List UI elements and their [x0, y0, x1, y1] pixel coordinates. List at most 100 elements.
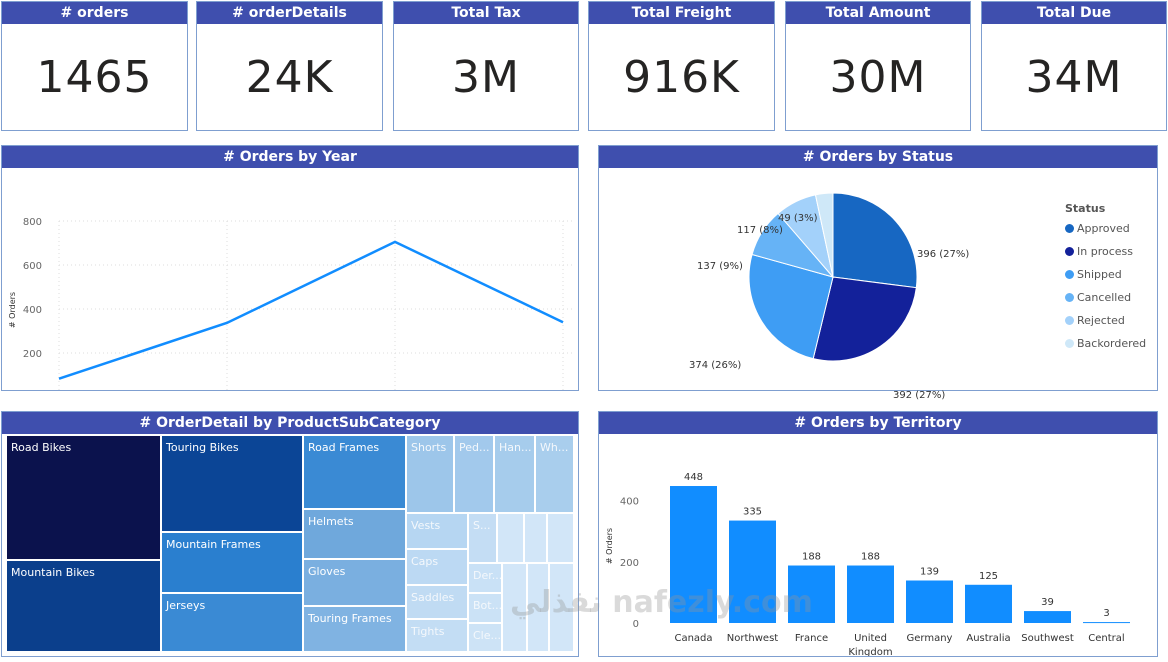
kpi-label: Total Due: [982, 2, 1166, 24]
treemap-tile[interactable]: [549, 563, 574, 652]
bar[interactable]: [788, 565, 835, 623]
y-tick-label: 400: [23, 305, 42, 316]
kpi-card: Total Amount 30M: [785, 1, 971, 131]
series-line: [58, 240, 564, 380]
treemap-tile[interactable]: Helmets: [303, 509, 406, 559]
treemap-tile[interactable]: [524, 513, 547, 563]
data-label: 39: [1041, 597, 1054, 608]
legend-item[interactable]: Rejected: [1065, 314, 1125, 327]
legend-item[interactable]: Backordered: [1065, 337, 1146, 350]
bar[interactable]: [906, 580, 953, 623]
y-axis-title: # Orders: [605, 528, 614, 564]
kpi-value: 24K: [245, 52, 334, 103]
legend-label: Rejected: [1077, 314, 1125, 327]
x-tick-label: Central: [1088, 633, 1124, 644]
legend-label: Shipped: [1077, 268, 1122, 281]
pie-slice-in-process[interactable]: [812, 276, 917, 362]
pie-slice-shipped[interactable]: [748, 253, 834, 360]
bar[interactable]: [1024, 611, 1071, 623]
treemap-tile[interactable]: Mountain Bikes: [6, 560, 161, 652]
data-label: 125: [979, 571, 998, 582]
treemap-tile[interactable]: Wh...: [535, 435, 574, 513]
kpi-value: 34M: [1025, 52, 1123, 103]
bar-chart-title: # Orders by Territory: [599, 412, 1157, 434]
treemap-tile[interactable]: Gloves: [303, 559, 406, 606]
legend-item[interactable]: Approved: [1065, 222, 1130, 235]
treemap-tile[interactable]: Der...: [468, 563, 502, 593]
bar[interactable]: [965, 584, 1012, 623]
legend-dot-icon: [1065, 224, 1074, 233]
y-tick-label: 600: [23, 261, 42, 272]
treemap-tile[interactable]: Jerseys: [161, 593, 303, 652]
y-axis-title: # Orders: [8, 292, 17, 328]
treemap-tile[interactable]: Mountain Frames: [161, 532, 303, 593]
line-chart-card: # Orders by Year 02004006008002011201220…: [1, 145, 579, 427]
treemap-tile[interactable]: Touring Frames: [303, 606, 406, 652]
kpi-value: 1465: [36, 52, 153, 103]
bar[interactable]: [847, 565, 894, 623]
y-tick-label: 200: [620, 558, 639, 569]
kpi-value: 3M: [452, 52, 520, 103]
data-label: 3: [1103, 608, 1109, 619]
pie-chart-title: # Orders by Status: [599, 146, 1157, 168]
treemap-tile[interactable]: Tights: [406, 619, 468, 652]
treemap-tile[interactable]: Road Frames: [303, 435, 406, 509]
watermark-logo: نفذلي nafezly.com: [510, 588, 813, 618]
treemap-tile[interactable]: S...: [468, 513, 497, 563]
kpi-label: # orders: [2, 2, 187, 24]
treemap-card: # OrderDetail by ProductSubCategory Road…: [1, 411, 579, 657]
treemap-tile[interactable]: Touring Bikes: [161, 435, 303, 532]
data-label: 448: [684, 472, 703, 483]
legend-label: Approved: [1077, 222, 1130, 235]
treemap-tile[interactable]: [497, 513, 524, 563]
pie-chart-card: # Orders by Status 396 (27%) 392 (27%) 374…: [598, 145, 1158, 401]
x-tick-label: Germany: [907, 633, 953, 644]
treemap-tile[interactable]: Vests: [406, 513, 468, 549]
treemap-tile[interactable]: Shorts: [406, 435, 454, 513]
data-label: 137 (9%): [697, 261, 743, 272]
kpi-label: Total Amount: [786, 2, 970, 24]
data-label: 49 (3%): [778, 213, 818, 224]
legend-dot-icon: [1065, 339, 1074, 348]
y-tick-label: 0: [633, 619, 639, 630]
bar[interactable]: [670, 486, 717, 623]
pie-slice-approved[interactable]: [832, 192, 918, 289]
line-chart: 02004006008002011201220132014Year# Order…: [8, 217, 576, 427]
treemap-tile[interactable]: Caps: [406, 549, 468, 585]
x-tick-label: Canada: [674, 633, 712, 644]
legend-label: In process: [1077, 245, 1133, 258]
treemap-tile[interactable]: Cle...: [468, 623, 502, 652]
bar[interactable]: [729, 520, 776, 623]
treemap-tile[interactable]: [547, 513, 574, 563]
kpi-label: # orderDetails: [197, 2, 382, 24]
x-tick-label: Southwest: [1021, 633, 1074, 644]
data-label: 117 (8%): [737, 225, 783, 236]
x-tick-label: United: [854, 633, 887, 644]
bar[interactable]: [1083, 622, 1130, 624]
treemap-tile[interactable]: Bot...: [468, 593, 502, 623]
legend-item[interactable]: In process: [1065, 245, 1133, 258]
kpi-label: Total Tax: [394, 2, 578, 24]
legend-dot-icon: [1065, 247, 1074, 256]
y-tick-label: 200: [23, 349, 42, 360]
legend-item[interactable]: Shipped: [1065, 268, 1122, 281]
data-label: 139: [920, 566, 939, 577]
treemap-tile[interactable]: Saddles: [406, 585, 468, 619]
watermark-text: نفذلي nafezly.com: [510, 585, 813, 620]
data-label: 188: [802, 552, 821, 563]
treemap-tile[interactable]: Han...: [494, 435, 535, 513]
treemap-title: # OrderDetail by ProductSubCategory: [2, 412, 578, 434]
data-label: 392 (27%): [893, 390, 946, 401]
legend-item[interactable]: Cancelled: [1065, 291, 1131, 304]
x-tick-label: Northwest: [727, 633, 779, 644]
kpi-card: # orders 1465: [1, 1, 188, 131]
treemap-tile[interactable]: [502, 563, 527, 652]
x-tick-label: Australia: [966, 633, 1010, 644]
pie-slice-backordered[interactable]: [814, 192, 834, 278]
treemap-tile[interactable]: [527, 563, 549, 652]
treemap-tile[interactable]: Road Bikes: [6, 435, 161, 560]
x-tick-label: France: [795, 633, 828, 644]
data-label: 396 (27%): [917, 249, 970, 260]
kpi-card: Total Freight 916K: [588, 1, 775, 131]
treemap-tile[interactable]: Ped...: [454, 435, 494, 513]
